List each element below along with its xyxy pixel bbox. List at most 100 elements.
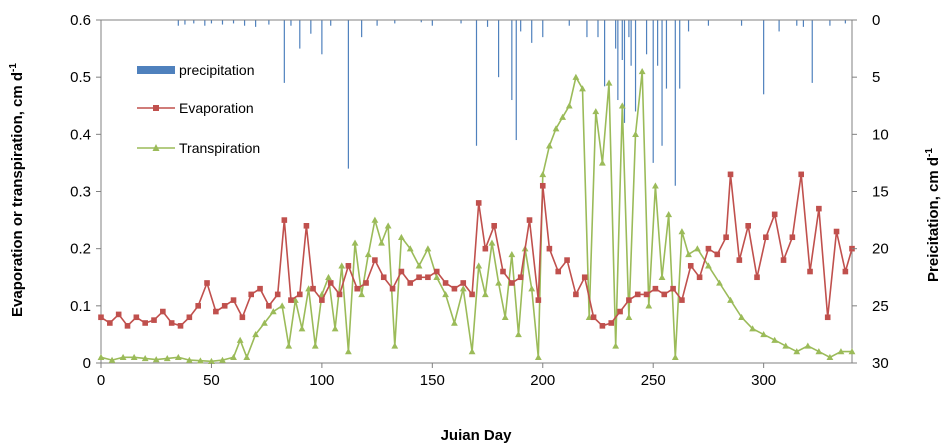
x-tick-label: 200 — [530, 372, 555, 389]
transpiration-point — [638, 68, 646, 75]
evaporation-point — [398, 268, 405, 275]
evaporation-point — [124, 323, 131, 329]
transpiration-point — [433, 273, 441, 280]
transpiration-point — [716, 279, 723, 286]
x-tick-label: 150 — [420, 372, 445, 389]
evaporation-point — [372, 257, 378, 263]
y-tick-label: 0.4 — [70, 126, 91, 143]
evaporation-point — [186, 314, 193, 321]
evaporation-point — [599, 323, 606, 329]
evaporation-point — [727, 171, 734, 178]
x-tick-label: 0 — [97, 372, 105, 389]
evaporation-point — [833, 228, 840, 235]
evaporation-point — [257, 285, 263, 292]
transpiration-series — [97, 68, 856, 365]
evaporation-point — [319, 297, 325, 303]
transpiration-point — [749, 325, 757, 332]
y2-axis-title-superscript: -1 — [924, 148, 935, 157]
y2-tick-label: 20 — [872, 241, 889, 258]
evaporation-point — [807, 268, 813, 275]
transpiration-point — [208, 357, 215, 365]
evaporation-point — [798, 171, 804, 178]
transpiration-point — [391, 342, 399, 349]
evaporation-point — [771, 211, 778, 218]
transpiration-point — [605, 79, 613, 86]
evaporation-point — [107, 320, 113, 326]
y2-axis-title: Preicitation, cm d-1 — [924, 148, 942, 282]
transpiration-point — [442, 291, 449, 298]
evaporation-point — [564, 257, 570, 263]
transpiration-point — [559, 113, 567, 120]
evaporation-point — [705, 245, 712, 252]
evaporation-point — [679, 297, 685, 303]
transpiration-point — [488, 239, 496, 246]
evaporation-point — [133, 314, 140, 321]
evaporation-point — [363, 280, 369, 286]
x-tick-label: 50 — [203, 372, 220, 389]
evaporation-point — [407, 280, 414, 286]
transpiration-point — [495, 279, 502, 286]
evaporation-point — [736, 257, 743, 263]
evaporation-series — [98, 171, 855, 329]
y2-tick-label: 5 — [872, 69, 880, 86]
transpiration-point — [174, 353, 182, 361]
transpiration-point — [826, 353, 834, 361]
evaporation-point — [389, 285, 396, 292]
transpiration-point — [508, 250, 516, 258]
y2-axis-title-group: Preicitation, cm d-1 — [924, 148, 942, 282]
transpiration-point — [185, 356, 193, 363]
transpiration-point — [338, 262, 346, 269]
transpiration-point — [298, 325, 306, 332]
transpiration-point — [528, 285, 536, 292]
evaporation-point — [98, 314, 104, 321]
transpiration-point — [119, 353, 127, 361]
transpiration-point — [481, 291, 489, 298]
transpiration-point — [545, 142, 553, 149]
transpiration-point — [325, 273, 332, 280]
transpiration-point — [738, 313, 745, 320]
evaporation-point — [816, 205, 822, 212]
evaporation-point — [482, 245, 489, 252]
legend-precipitation-swatch — [137, 66, 175, 74]
y-tick-label: 0.1 — [70, 298, 91, 315]
evaporation-point — [281, 217, 288, 223]
transpiration-point — [415, 262, 423, 269]
evaporation-point — [643, 291, 650, 298]
legend-transpiration-marker — [152, 144, 160, 151]
y-tick-label: 0.5 — [70, 69, 91, 86]
evaporation-point — [177, 323, 184, 329]
evaporation-point — [380, 274, 387, 281]
precipitation-bars — [177, 20, 846, 186]
evaporation-point — [608, 320, 615, 326]
transpiration-point — [727, 296, 734, 303]
y-axis-ticks: 0 0.1 0.2 0.3 0.4 0.5 0.6 — [70, 12, 101, 372]
transpiration-point — [344, 348, 352, 355]
transpiration-point — [331, 325, 339, 332]
transpiration-point — [705, 262, 712, 269]
evaporation-point — [687, 263, 694, 269]
transpiration-point — [804, 342, 812, 349]
evaporation-point — [546, 245, 553, 252]
evaporation-point — [248, 291, 254, 298]
y-tick-label: 0.3 — [70, 184, 91, 201]
evaporation-point — [221, 303, 228, 309]
transpiration-point — [243, 353, 251, 361]
transpiration-point — [236, 336, 244, 343]
evaporation-point — [442, 280, 449, 286]
evaporation-point — [151, 317, 157, 323]
evaporation-point — [670, 285, 676, 292]
evaporation-point — [581, 274, 588, 281]
evaporation-point — [451, 285, 458, 292]
legend-evaporation-label: Evaporation — [179, 100, 254, 116]
evaporation-point — [590, 314, 597, 321]
transpiration-point — [424, 245, 432, 252]
evaporation-point — [469, 291, 475, 298]
y2-tick-label: 15 — [872, 184, 889, 201]
transpiration-point — [658, 273, 666, 280]
evaporation-point — [266, 303, 272, 309]
legend-precipitation-label: precipitation — [179, 62, 255, 78]
transpiration-point — [196, 357, 204, 364]
transpiration-point — [459, 285, 467, 292]
evaporation-point — [160, 308, 166, 315]
